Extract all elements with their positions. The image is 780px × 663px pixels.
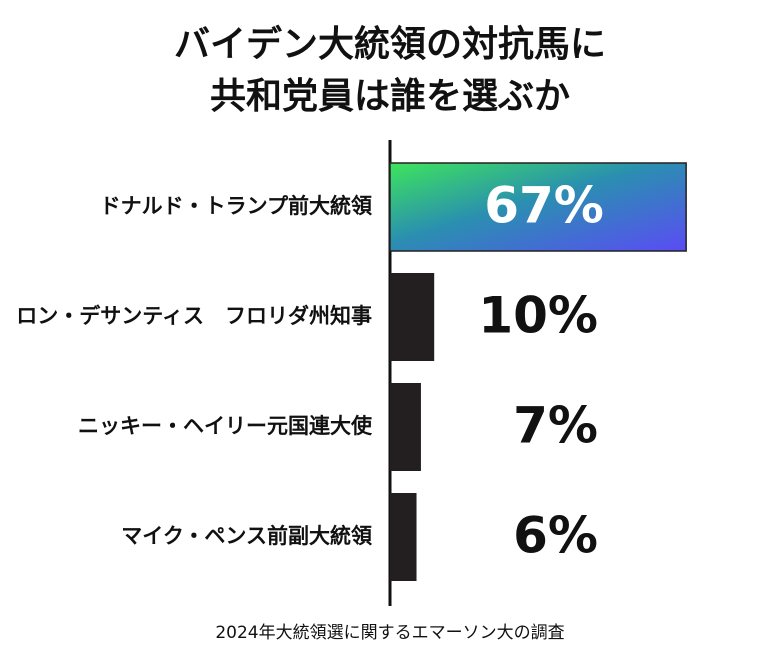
chart-title: バイデン大統領の対抗馬に: [174, 23, 606, 65]
value-label: 7%: [513, 397, 598, 455]
value-label: 67%: [484, 177, 604, 235]
bar: [389, 162, 687, 252]
chart-title: 共和党員は誰を選ぶか: [210, 76, 570, 117]
category-label: ニッキー・ヘイリー元国連大使: [78, 414, 373, 438]
bar: [390, 383, 421, 471]
value-label: 10%: [478, 287, 598, 345]
category-label: マイク・ペンス前副大統領: [121, 524, 373, 548]
value-label: 6%: [513, 507, 598, 565]
source-note: 2024年大統領選に関するエマーソン大の調査: [215, 623, 564, 643]
category-label: ロン・デサンティス フロリダ州知事: [16, 304, 372, 328]
bar: [390, 273, 435, 361]
bar: [390, 493, 417, 581]
category-label: ドナルド・トランプ前大統領: [100, 194, 373, 218]
